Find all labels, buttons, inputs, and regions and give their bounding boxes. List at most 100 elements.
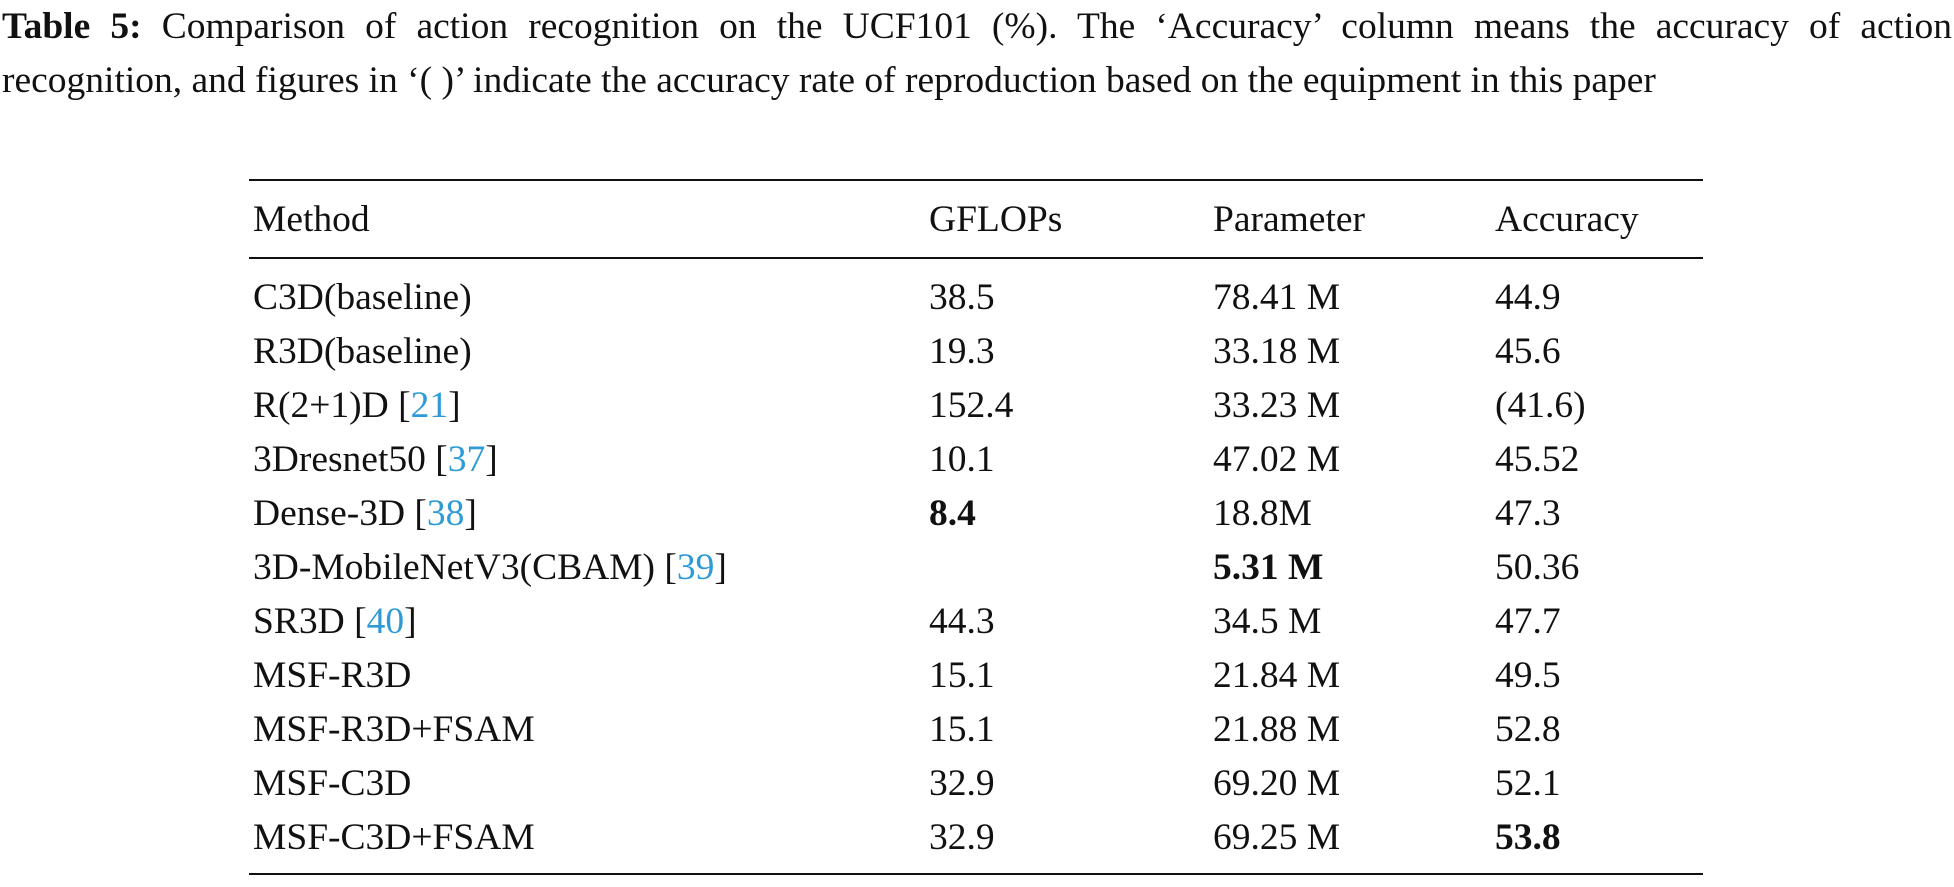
method-cell: R(2+1)D [21] <box>249 379 925 433</box>
cell-text: 5.31 M <box>1213 547 1324 588</box>
cell-text: 69.20 M <box>1213 763 1341 804</box>
method-cell: MSF-R3D+FSAM <box>249 703 925 757</box>
cell-text: 15.1 <box>929 655 995 696</box>
table-row: R(2+1)D [21] 152.4 33.23 M (41.6) <box>249 379 1703 433</box>
cell-text: 8.4 <box>929 493 976 534</box>
cell-text: 32.9 <box>929 763 995 804</box>
table-row: MSF-C3D+FSAM 32.9 69.25 M 53.8 <box>249 811 1703 874</box>
cell-text: 47.02 M <box>1213 439 1341 480</box>
cell-text: 33.18 M <box>1213 331 1341 372</box>
method-text: R3D(baseline) <box>253 331 472 372</box>
value-cell: 69.20 M <box>1209 757 1491 811</box>
table-row: SR3D [40] 44.3 34.5 M 47.7 <box>249 595 1703 649</box>
value-cell: 78.41 M <box>1209 258 1491 325</box>
column-header: Accuracy <box>1491 180 1703 259</box>
value-cell: 5.31 M <box>1209 541 1491 595</box>
cell-text: 18.8M <box>1213 493 1312 534</box>
results-table: Method GFLOPs Parameter Accuracy C3D(baseli… <box>249 179 1703 875</box>
table-row: C3D(baseline) 38.5 78.41 M 44.9 <box>249 258 1703 325</box>
value-cell: 44.3 <box>925 595 1209 649</box>
method-cell: 3D-MobileNetV3(CBAM) [39] <box>249 541 925 595</box>
citation-link[interactable]: 38 <box>426 493 465 534</box>
cell-text: 47.7 <box>1495 601 1561 642</box>
method-cell: R3D(baseline) <box>249 325 925 379</box>
cell-text: 44.9 <box>1495 277 1561 318</box>
cell-text: 50.36 <box>1495 547 1580 588</box>
cell-text: 44.3 <box>929 601 995 642</box>
value-cell: 38.5 <box>925 258 1209 325</box>
method-cell: MSF-R3D <box>249 649 925 703</box>
value-cell: 47.7 <box>1491 595 1703 649</box>
cell-text: 52.8 <box>1495 709 1561 750</box>
method-text: ] <box>404 601 417 642</box>
citation-link[interactable]: 40 <box>366 601 405 642</box>
method-cell: Dense-3D [38] <box>249 487 925 541</box>
method-cell: SR3D [40] <box>249 595 925 649</box>
value-cell: 18.8M <box>1209 487 1491 541</box>
value-cell: 45.52 <box>1491 433 1703 487</box>
method-text: Dense-3D [ <box>253 493 427 534</box>
column-header: Parameter <box>1209 180 1491 259</box>
cell-text: 49.5 <box>1495 655 1561 696</box>
value-cell: 21.84 M <box>1209 649 1491 703</box>
value-cell: 33.18 M <box>1209 325 1491 379</box>
value-cell: 33.23 M <box>1209 379 1491 433</box>
value-cell: 52.1 <box>1491 757 1703 811</box>
method-cell: C3D(baseline) <box>249 258 925 325</box>
value-cell: 32.9 <box>925 757 1209 811</box>
table-body: C3D(baseline) 38.5 78.41 M 44.9 R3D(baseline… <box>249 258 1703 874</box>
cell-text: 33.23 M <box>1213 385 1341 426</box>
table-row: 3D-MobileNetV3(CBAM) [39] 5.31 M 50.36 <box>249 541 1703 595</box>
citation-link[interactable]: 21 <box>410 385 449 426</box>
table-row: MSF-R3D+FSAM 15.1 21.88 M 52.8 <box>249 703 1703 757</box>
value-cell: 49.5 <box>1491 649 1703 703</box>
value-cell: 19.3 <box>925 325 1209 379</box>
cell-text: 152.4 <box>929 385 1014 426</box>
value-cell: 8.4 <box>925 487 1209 541</box>
caption-label: Table 5: <box>2 6 142 47</box>
cell-text: 69.25 M <box>1213 817 1341 858</box>
method-text: R(2+1)D [ <box>253 385 411 426</box>
method-text: MSF-R3D <box>253 655 412 696</box>
value-cell <box>925 541 1209 595</box>
method-cell: 3Dresnet50 [37] <box>249 433 925 487</box>
citation-link[interactable]: 39 <box>676 547 715 588</box>
method-text: ] <box>485 439 498 480</box>
table-row: MSF-R3D 15.1 21.84 M 49.5 <box>249 649 1703 703</box>
value-cell: 69.25 M <box>1209 811 1491 874</box>
citation-link[interactable]: 37 <box>447 439 486 480</box>
value-cell: 15.1 <box>925 649 1209 703</box>
table-row: 3Dresnet50 [37] 10.1 47.02 M 45.52 <box>249 433 1703 487</box>
method-text: MSF-C3D+FSAM <box>253 817 535 858</box>
value-cell: 10.1 <box>925 433 1209 487</box>
caption-text: Comparison of action recognition on the … <box>2 6 1953 101</box>
method-text: ] <box>448 385 461 426</box>
cell-text: 21.88 M <box>1213 709 1341 750</box>
value-cell: 34.5 M <box>1209 595 1491 649</box>
cell-text: 32.9 <box>929 817 995 858</box>
value-cell: 53.8 <box>1491 811 1703 874</box>
cell-text: 21.84 M <box>1213 655 1341 696</box>
cell-text: 19.3 <box>929 331 995 372</box>
method-text: MSF-C3D <box>253 763 412 804</box>
cell-text: 34.5 M <box>1213 601 1322 642</box>
method-text: C3D(baseline) <box>253 277 472 318</box>
method-text: ] <box>464 493 477 534</box>
table-row: MSF-C3D 32.9 69.20 M 52.1 <box>249 757 1703 811</box>
cell-text: 15.1 <box>929 709 995 750</box>
cell-text: 45.52 <box>1495 439 1580 480</box>
method-text: MSF-R3D+FSAM <box>253 709 535 750</box>
value-cell: 152.4 <box>925 379 1209 433</box>
cell-text: 47.3 <box>1495 493 1561 534</box>
value-cell: 52.8 <box>1491 703 1703 757</box>
value-cell: 44.9 <box>1491 258 1703 325</box>
header-row: Method GFLOPs Parameter Accuracy <box>249 180 1703 259</box>
method-text: ] <box>714 547 727 588</box>
column-header: GFLOPs <box>925 180 1209 259</box>
value-cell: 21.88 M <box>1209 703 1491 757</box>
method-text: SR3D [ <box>253 601 367 642</box>
method-text: 3D-MobileNetV3(CBAM) [ <box>253 547 677 588</box>
cell-text: (41.6) <box>1495 385 1586 426</box>
caption: Table 5: Comparison of action recognitio… <box>2 0 1952 108</box>
